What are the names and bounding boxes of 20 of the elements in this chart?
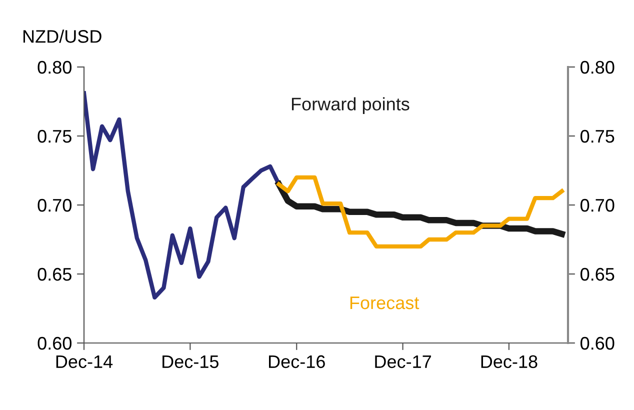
y-tick-label: 0.80 (38, 60, 72, 74)
x-tick-label: Dec-18 (481, 355, 538, 368)
x-tick-label: Dec-15 (162, 355, 219, 368)
y-tick-label: 0.75 (38, 130, 72, 143)
x-tick-label: Dec-16 (269, 355, 325, 368)
y-tick-label: 0.60 (38, 336, 72, 350)
x-tick-label: Dec-17 (375, 355, 431, 368)
y2-tick-label: 0.75 (580, 130, 614, 143)
y2-tick-label: 0.65 (580, 268, 614, 281)
line-series (276, 175, 564, 248)
y2-tick-label: 0.70 (580, 198, 614, 212)
y-tick-label: 0.70 (38, 198, 72, 212)
text: Forward points (292, 97, 410, 114)
x-tick-label: Dec-14 (56, 355, 113, 368)
y2-tick-label: 0.80 (580, 60, 614, 74)
y-tick-label: 0.65 (38, 268, 72, 281)
y-axis-title: NZD/USD (23, 30, 102, 43)
y2-tick-label: 0.60 (580, 336, 614, 350)
text: Forecast (350, 296, 420, 310)
line-series (84, 91, 281, 300)
